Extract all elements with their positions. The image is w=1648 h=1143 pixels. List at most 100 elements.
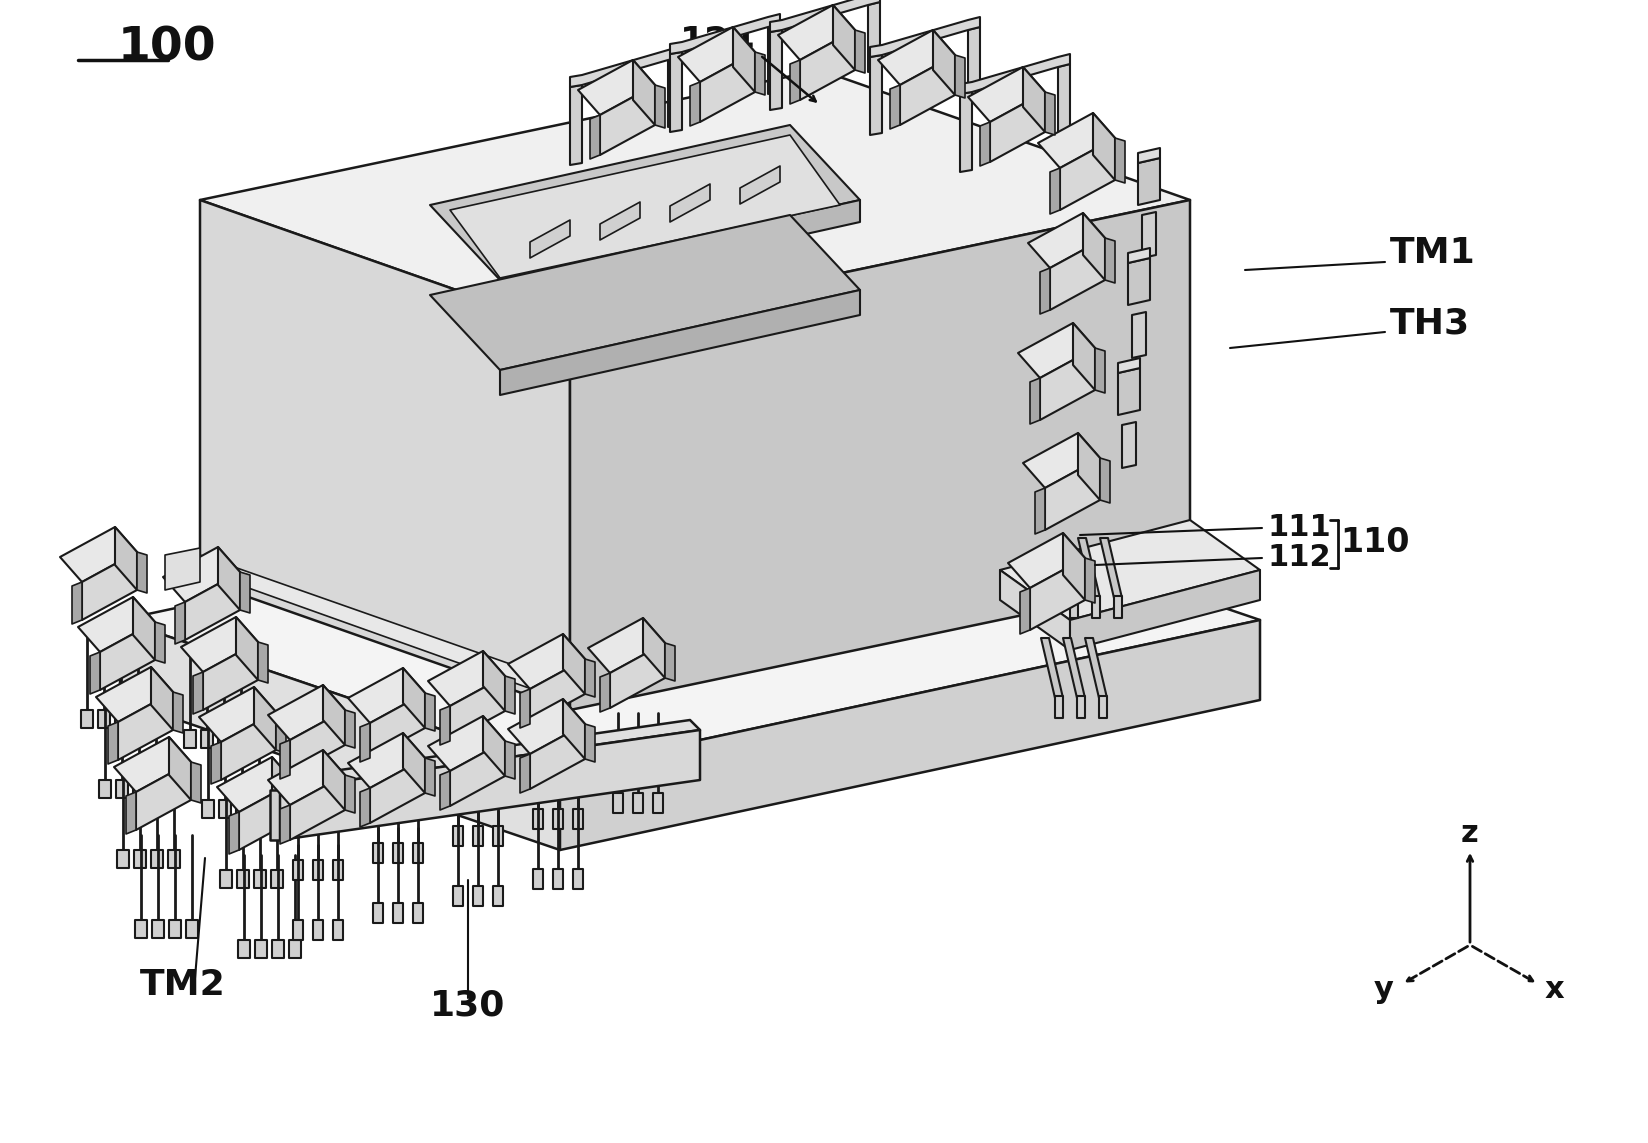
Text: 100: 100: [119, 25, 216, 71]
Polygon shape: [203, 642, 259, 710]
Polygon shape: [203, 800, 214, 818]
Polygon shape: [1078, 538, 1099, 598]
Polygon shape: [359, 788, 371, 828]
Polygon shape: [201, 730, 213, 748]
Polygon shape: [613, 793, 623, 813]
Polygon shape: [493, 886, 503, 906]
Polygon shape: [878, 30, 954, 85]
Polygon shape: [483, 716, 504, 776]
Polygon shape: [372, 844, 382, 863]
Polygon shape: [1050, 238, 1106, 310]
Polygon shape: [1094, 347, 1106, 393]
Polygon shape: [870, 17, 981, 57]
Polygon shape: [270, 790, 280, 840]
Polygon shape: [1063, 533, 1084, 600]
Polygon shape: [269, 685, 344, 740]
Polygon shape: [237, 940, 250, 958]
Polygon shape: [600, 202, 639, 240]
Polygon shape: [600, 85, 654, 155]
Polygon shape: [219, 800, 231, 818]
Polygon shape: [82, 552, 137, 620]
Polygon shape: [1116, 138, 1126, 183]
Polygon shape: [115, 527, 137, 590]
Polygon shape: [610, 644, 666, 708]
Polygon shape: [1093, 113, 1116, 179]
Text: x: x: [1544, 975, 1564, 1004]
Polygon shape: [293, 860, 303, 880]
Polygon shape: [483, 652, 504, 711]
Polygon shape: [371, 693, 425, 758]
Polygon shape: [344, 775, 354, 813]
Polygon shape: [778, 5, 855, 59]
Polygon shape: [1058, 64, 1070, 134]
Polygon shape: [280, 740, 290, 780]
Polygon shape: [768, 24, 780, 94]
Polygon shape: [173, 692, 183, 733]
Polygon shape: [1142, 211, 1155, 258]
Polygon shape: [109, 722, 119, 764]
Polygon shape: [733, 27, 755, 91]
Polygon shape: [1099, 458, 1111, 503]
Polygon shape: [1030, 558, 1084, 630]
Polygon shape: [633, 793, 643, 813]
Polygon shape: [453, 826, 463, 846]
Polygon shape: [440, 706, 450, 745]
Polygon shape: [870, 55, 882, 135]
Polygon shape: [181, 617, 259, 672]
Polygon shape: [508, 634, 585, 689]
Polygon shape: [255, 940, 267, 958]
Polygon shape: [290, 710, 344, 775]
Polygon shape: [115, 710, 127, 728]
Polygon shape: [453, 886, 463, 906]
Polygon shape: [1073, 323, 1094, 390]
Polygon shape: [133, 850, 147, 868]
Polygon shape: [333, 920, 343, 940]
Polygon shape: [293, 920, 303, 940]
Polygon shape: [229, 812, 239, 854]
Polygon shape: [404, 733, 425, 793]
Polygon shape: [170, 737, 191, 800]
Polygon shape: [1023, 433, 1099, 488]
Polygon shape: [1139, 147, 1160, 163]
Polygon shape: [1106, 238, 1116, 283]
Polygon shape: [799, 30, 855, 99]
Polygon shape: [392, 844, 404, 863]
Polygon shape: [1084, 558, 1094, 604]
Polygon shape: [450, 741, 504, 806]
Polygon shape: [1030, 378, 1040, 424]
Polygon shape: [288, 940, 302, 958]
Polygon shape: [290, 775, 344, 840]
Polygon shape: [671, 184, 710, 222]
Polygon shape: [137, 552, 147, 593]
Polygon shape: [59, 527, 137, 582]
Polygon shape: [961, 91, 972, 171]
Polygon shape: [254, 687, 275, 750]
Polygon shape: [270, 870, 283, 888]
Polygon shape: [280, 805, 290, 844]
Polygon shape: [133, 597, 155, 660]
Polygon shape: [653, 793, 662, 813]
Polygon shape: [521, 689, 531, 728]
Polygon shape: [280, 730, 700, 840]
Polygon shape: [521, 754, 531, 793]
Polygon shape: [1038, 113, 1116, 168]
Polygon shape: [241, 572, 250, 613]
Polygon shape: [81, 710, 92, 728]
Text: TM1: TM1: [1389, 235, 1475, 270]
Polygon shape: [371, 758, 425, 823]
Polygon shape: [564, 700, 585, 759]
Polygon shape: [691, 82, 700, 126]
Polygon shape: [91, 652, 101, 694]
Polygon shape: [175, 602, 185, 644]
Polygon shape: [272, 757, 293, 820]
Polygon shape: [218, 757, 293, 812]
Polygon shape: [237, 870, 249, 888]
Polygon shape: [554, 809, 564, 829]
Polygon shape: [1040, 347, 1094, 419]
Polygon shape: [1040, 267, 1050, 314]
Polygon shape: [1078, 433, 1099, 499]
Text: 112: 112: [1267, 544, 1332, 573]
Polygon shape: [554, 869, 564, 889]
Polygon shape: [152, 668, 173, 730]
Polygon shape: [120, 470, 1261, 770]
